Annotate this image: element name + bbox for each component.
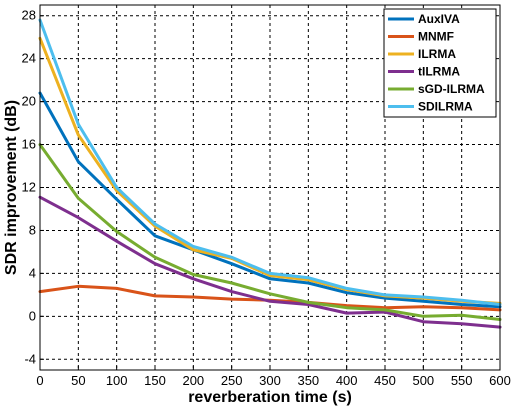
y-tick-label: 20 (22, 94, 36, 109)
x-tick-label: 400 (336, 373, 358, 388)
x-tick-label: 150 (144, 373, 166, 388)
series-lines (38, 18, 502, 329)
x-tick-label: 200 (182, 373, 204, 388)
legend-label: tILRMA (418, 65, 460, 79)
x-tick-label: 450 (374, 373, 396, 388)
y-tick-label: 28 (22, 8, 36, 23)
legend-label: SDILRMA (418, 100, 473, 114)
x-tick-label: 300 (259, 373, 281, 388)
x-tick-label: 0 (36, 373, 43, 388)
y-tick-label: 4 (29, 265, 36, 280)
y-tick-label: 16 (22, 137, 36, 152)
x-tick-label: 50 (71, 373, 85, 388)
legend-label: ILRMA (418, 47, 456, 61)
x-tick-label: 500 (412, 373, 434, 388)
y-tick-label: 24 (22, 51, 36, 66)
series-line-auxiva (38, 91, 502, 309)
y-axis-title: SDR improvement (dB) (3, 100, 20, 275)
series-line-tilrma (38, 195, 502, 329)
series-line-sgd-ilrma (38, 143, 502, 321)
y-tick-label: 8 (29, 222, 36, 237)
x-tick-label: 550 (451, 373, 473, 388)
x-axis-title: reverberation time (s) (188, 389, 352, 406)
legend-label: MNMF (418, 30, 454, 44)
legend-box (383, 8, 497, 118)
x-tick-label: 250 (221, 373, 243, 388)
x-tick-label: 100 (106, 373, 128, 388)
legend: AuxIVA MNMF ILRMA tILRMA sGD-ILRMA SDILRMA (383, 8, 497, 118)
x-tick-label: 350 (297, 373, 319, 388)
y-tick-label: -4 (24, 351, 36, 366)
axis-ticks: 0 50 100 150 200 250 300 350 400 450 500 550 600-404… (22, 8, 511, 388)
legend-label: AuxIVA (418, 12, 460, 26)
y-tick-label: 12 (22, 180, 36, 195)
series-line-sdilrma (38, 18, 502, 306)
y-tick-label: 0 (29, 308, 36, 323)
x-tick-label: 600 (489, 373, 511, 388)
legend-label: sGD-ILRMA (418, 82, 485, 96)
